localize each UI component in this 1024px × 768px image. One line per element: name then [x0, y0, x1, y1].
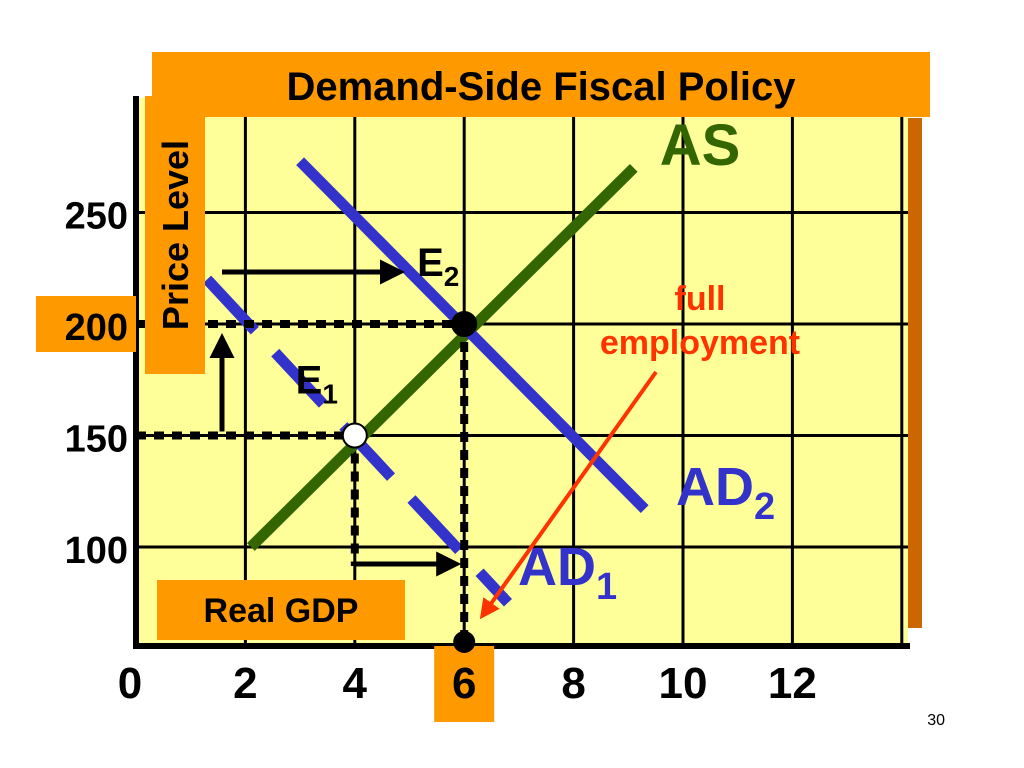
highlight-y-tick-box [36, 296, 136, 352]
series-label-ad1: AD1 [518, 537, 617, 608]
point-label-e1: E1 [296, 359, 338, 410]
full-employment-label-line2: employment [600, 324, 800, 362]
x-tick-label: 0 [118, 659, 142, 708]
page-number: 30 [927, 712, 945, 729]
x-axis-label: Real GDP [204, 592, 359, 630]
point-e2 [451, 311, 478, 337]
x-tick-label: 4 [343, 659, 368, 708]
full-employment-label-line1: full [675, 280, 726, 318]
series-line-as [247, 163, 638, 551]
plot-background [136, 98, 908, 646]
series-labels: AS AD2 AD1 [518, 113, 775, 608]
chart-title: Demand-Side Fiscal Policy [286, 65, 796, 109]
series-label-ad2: AD2 [676, 457, 775, 528]
title-box [152, 52, 930, 117]
y-axis-label: Price Level [155, 140, 196, 330]
y-tick-label: 250 [65, 196, 128, 238]
x-tick-label: 6 [452, 659, 476, 708]
x-tick-label: 10 [659, 659, 708, 708]
equilibrium-points: E1 E2 [296, 241, 478, 653]
axis-point-x6 [453, 631, 476, 653]
series-label-as: AS [660, 113, 741, 178]
x-tick-label: 2 [233, 659, 257, 708]
x-tick-label: 12 [768, 659, 817, 708]
xlabel-box [157, 580, 405, 640]
y-tick-label: 100 [65, 530, 128, 572]
tick-labels: 0 2 4 6 8 10 12 100 150 200 250 [65, 196, 817, 709]
x-tick-label: 8 [561, 659, 585, 708]
y-tick-label: 200 [65, 307, 128, 349]
plot-shadow [906, 118, 922, 628]
y-tick-label: 150 [65, 419, 128, 461]
point-label-e2: E2 [417, 241, 459, 292]
series-line-ad2 [296, 157, 649, 513]
highlight-x-tick-box [434, 646, 495, 722]
point-e1 [341, 422, 368, 449]
ylabel-box [145, 96, 205, 374]
full-employment-arrow [479, 370, 658, 620]
